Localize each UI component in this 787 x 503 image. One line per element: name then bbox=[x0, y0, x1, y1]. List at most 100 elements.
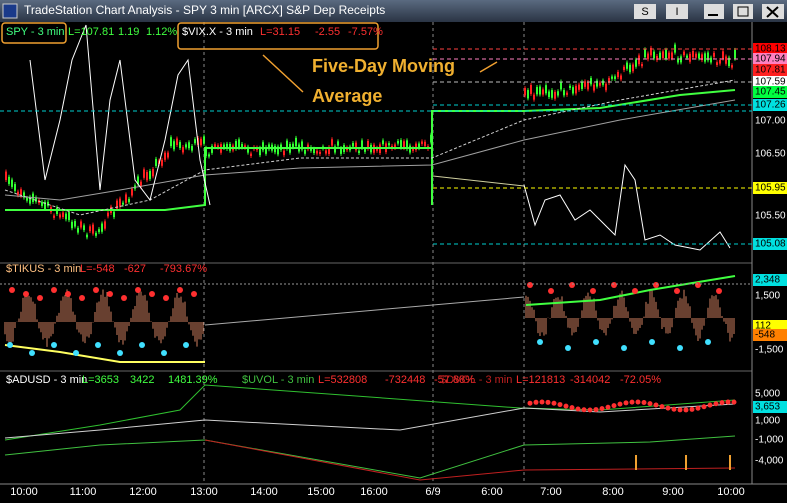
candle bbox=[128, 198, 130, 203]
candle bbox=[572, 87, 574, 94]
candle bbox=[611, 76, 613, 79]
marker bbox=[731, 399, 737, 405]
legend-item: $TIKUS - 3 min bbox=[6, 263, 81, 275]
marker bbox=[191, 291, 197, 297]
marker bbox=[51, 287, 57, 293]
legend-item: L=121813 bbox=[516, 374, 565, 386]
line bbox=[432, 175, 525, 187]
candle bbox=[635, 59, 637, 67]
x-tick-label: 9:00 bbox=[662, 486, 683, 498]
line bbox=[29, 24, 211, 206]
candle bbox=[623, 66, 625, 71]
window-title: TradeStation Chart Analysis - SPY 3 min … bbox=[24, 3, 385, 17]
candle bbox=[638, 55, 640, 65]
candle bbox=[545, 85, 547, 94]
candle bbox=[17, 191, 19, 196]
x-tick-label: 6/9 bbox=[425, 486, 440, 498]
candle bbox=[170, 137, 172, 147]
candle bbox=[122, 202, 124, 205]
price-tag: 105.95 bbox=[755, 183, 786, 194]
marker bbox=[617, 401, 623, 407]
title-bar bbox=[0, 0, 787, 22]
candle bbox=[155, 158, 157, 166]
price-tag: 1,000 bbox=[755, 416, 780, 427]
marker bbox=[545, 399, 551, 405]
candle bbox=[409, 145, 411, 153]
candle bbox=[575, 85, 577, 94]
legend-item: SPY - 3 min bbox=[6, 26, 65, 38]
candle bbox=[259, 147, 261, 156]
legend-item: 1.19 bbox=[118, 26, 139, 38]
candle bbox=[316, 150, 318, 154]
x-tick-label: 10:00 bbox=[10, 486, 38, 498]
annotation-text: Average bbox=[312, 86, 382, 106]
candle bbox=[140, 181, 142, 188]
candle bbox=[701, 54, 703, 61]
marker bbox=[716, 288, 722, 294]
candle bbox=[563, 90, 565, 96]
candle bbox=[143, 169, 145, 178]
candle bbox=[566, 92, 568, 95]
line bbox=[4, 99, 736, 201]
candle bbox=[74, 221, 76, 227]
candle bbox=[560, 81, 562, 90]
marker bbox=[177, 287, 183, 293]
legend-item: 1481.39% bbox=[168, 374, 218, 386]
candle bbox=[716, 62, 718, 66]
legend-item: -627 bbox=[124, 263, 146, 275]
candle bbox=[188, 142, 190, 149]
candle bbox=[307, 144, 309, 150]
highlight-box bbox=[1, 22, 67, 44]
candle bbox=[403, 141, 405, 149]
marker bbox=[163, 295, 169, 301]
candle bbox=[86, 234, 88, 238]
maximize-button[interactable] bbox=[733, 4, 753, 19]
candle bbox=[131, 188, 133, 196]
line bbox=[4, 344, 205, 363]
candle bbox=[14, 184, 16, 191]
candle bbox=[659, 52, 661, 59]
candle bbox=[182, 147, 184, 153]
marker bbox=[527, 400, 533, 406]
marker bbox=[548, 288, 554, 294]
candle bbox=[668, 52, 670, 59]
candle bbox=[247, 146, 249, 153]
candle bbox=[653, 51, 655, 59]
candle bbox=[80, 221, 82, 228]
candle bbox=[68, 211, 70, 221]
price-tag: 2,348 bbox=[755, 275, 780, 286]
candle bbox=[421, 141, 423, 144]
legend-item: -2.55 bbox=[315, 26, 340, 38]
annotation-text: Five-Day Moving bbox=[312, 56, 455, 76]
marker bbox=[621, 345, 627, 351]
candle bbox=[71, 221, 73, 229]
minimize-button[interactable] bbox=[704, 4, 724, 19]
price-tag: -4,000 bbox=[755, 456, 784, 467]
marker bbox=[629, 399, 635, 405]
marker bbox=[537, 339, 543, 345]
marker bbox=[701, 404, 707, 410]
x-tick-label: 11:00 bbox=[70, 486, 97, 498]
legend-item: 3422 bbox=[130, 374, 154, 386]
candle bbox=[146, 172, 148, 181]
candle bbox=[689, 53, 691, 62]
marker bbox=[677, 407, 683, 413]
candle bbox=[319, 151, 321, 154]
candle bbox=[77, 227, 79, 233]
highlight-box bbox=[177, 22, 379, 50]
candle bbox=[104, 221, 106, 229]
candle bbox=[268, 144, 270, 150]
x-tick-label: 13:00 bbox=[190, 486, 218, 498]
price-tag: 107.81 bbox=[755, 65, 786, 76]
marker bbox=[593, 339, 599, 345]
marker bbox=[569, 282, 575, 288]
s-button[interactable] bbox=[634, 4, 656, 19]
candle bbox=[677, 58, 679, 63]
price-tag-bg bbox=[753, 329, 787, 341]
i-button[interactable] bbox=[666, 4, 688, 19]
candle bbox=[397, 140, 399, 144]
candle bbox=[695, 53, 697, 58]
marker bbox=[590, 288, 596, 294]
marker bbox=[95, 342, 101, 348]
